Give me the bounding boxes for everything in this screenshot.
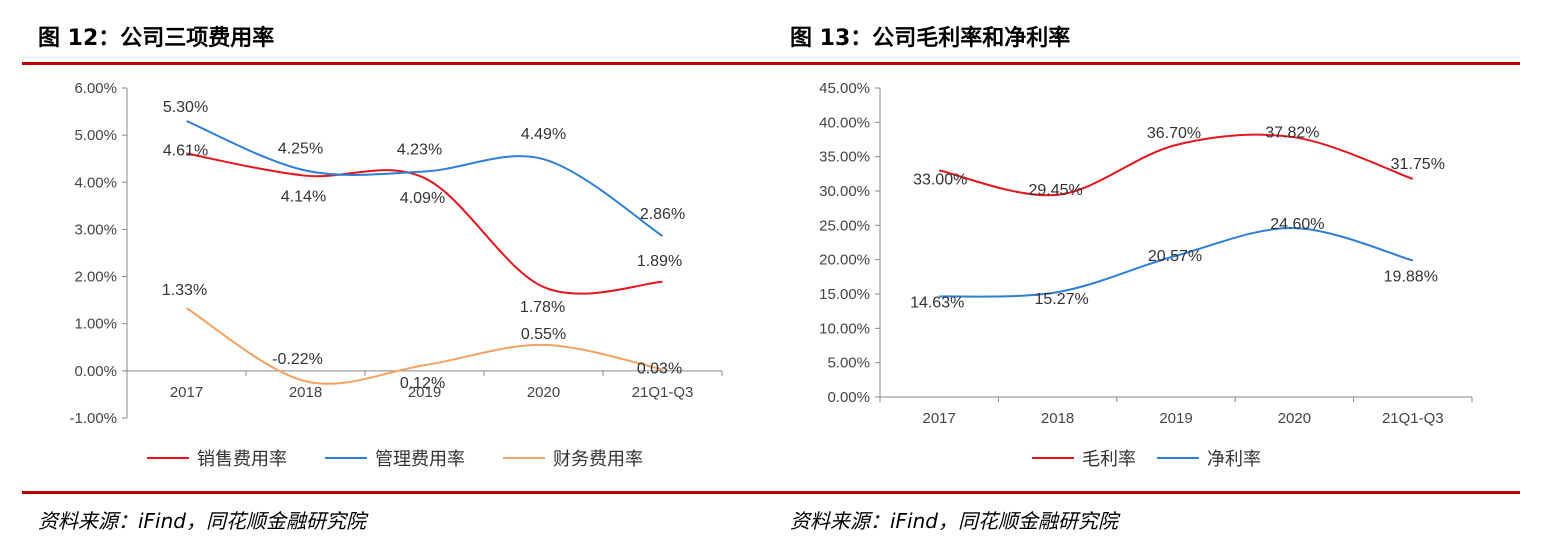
x-tick-label: 2017 (923, 410, 956, 427)
legend-item: 毛利率 (1082, 449, 1136, 470)
data-label: 0.12% (400, 375, 445, 392)
data-label: 4.25% (278, 141, 323, 158)
data-label: 31.75% (1391, 156, 1445, 173)
data-label: 4.61% (163, 143, 208, 160)
legend-item: 销售费用率 (197, 449, 287, 470)
x-tick-label: 21Q1-Q3 (632, 384, 694, 401)
series-line-2 (185, 307, 663, 385)
y-tick-label: 6.00% (74, 80, 117, 97)
data-label: -0.22% (272, 351, 323, 368)
data-label: 29.45% (1028, 182, 1082, 199)
data-label: 1.78% (520, 299, 565, 316)
y-tick-label: 30.00% (819, 183, 870, 200)
legend-item: 管理费用率 (375, 449, 465, 470)
data-label: 37.82% (1265, 124, 1319, 141)
x-tick-label: 2017 (170, 384, 203, 401)
data-label: 2.86% (640, 206, 685, 223)
x-tick-label: 2018 (289, 384, 322, 401)
x-tick-label: 2018 (1041, 410, 1074, 427)
x-tick-label: 2019 (1159, 410, 1192, 427)
x-tick-label: 2020 (1278, 410, 1311, 427)
y-tick-label: 1.00% (74, 316, 117, 333)
series-line-0 (938, 133, 1414, 197)
margin-chart: 0.00% 5.00% 10.00% 15.00% 20.00% 25.00% 30.00%… (819, 80, 1473, 470)
series-line-1 (186, 120, 664, 237)
y-tick-label: 3.00% (74, 221, 117, 238)
data-label: 24.60% (1270, 216, 1324, 233)
data-label: 14.63% (910, 295, 964, 312)
y-tick-label: 10.00% (819, 320, 870, 337)
panel-margins: 图 13：公司毛利率和净利率 0.00% 5.00% 10.00% 15.00% 20.… (760, 0, 1546, 540)
y-tick-label: 25.00% (819, 217, 870, 234)
source-note: 资料来源：iFind，同花顺金融研究院 (790, 509, 1118, 533)
x-tick-label: 21Q1-Q3 (1382, 410, 1444, 427)
data-label: 15.27% (1034, 291, 1088, 308)
y-tick-label: 45.00% (819, 80, 870, 97)
y-tick-label: 5.00% (74, 127, 117, 144)
panel-expense-ratios: 图 12：公司三项费用率 -1.00% 0.00% 1.00% 2.00% 3.00% 4… (0, 0, 760, 540)
data-label: 1.89% (637, 253, 682, 270)
data-label: 19.88% (1384, 268, 1438, 285)
y-tick-label: -1.00% (69, 410, 117, 427)
legend-item: 净利率 (1207, 449, 1261, 470)
source-note: 资料来源：iFind，同花顺金融研究院 (38, 509, 366, 533)
data-label: 1.33% (162, 282, 207, 299)
bottom-rule (22, 491, 760, 494)
data-label: 0.55% (521, 326, 566, 343)
y-tick-label: 5.00% (827, 355, 870, 372)
y-tick-label: 15.00% (819, 286, 870, 303)
data-label: 20.57% (1148, 248, 1202, 265)
y-tick-label: 20.00% (819, 252, 870, 269)
data-label: 4.49% (521, 126, 566, 143)
figure-title: 图 12：公司三项费用率 (38, 26, 275, 51)
y-tick-label: 35.00% (819, 149, 870, 166)
legend-item: 财务费用率 (553, 449, 643, 470)
data-label: 33.00% (913, 171, 967, 188)
y-tick-label: 0.00% (74, 363, 117, 380)
y-tick-label: 4.00% (74, 174, 117, 191)
figure-title: 图 13：公司毛利率和净利率 (790, 26, 1071, 51)
y-tick-label: 2.00% (74, 269, 117, 286)
x-tick-label: 2019 (408, 384, 441, 401)
expense-ratio-chart: -1.00% 0.00% 1.00% 2.00% 3.00% 4.00% 5.00% 6.00… (69, 80, 723, 470)
title-rule (760, 62, 1520, 65)
title-rule (22, 62, 760, 65)
y-tick-label: 40.00% (819, 114, 870, 131)
x-tick-label: 2020 (527, 384, 560, 401)
bottom-rule (760, 491, 1520, 494)
data-label: 0.03% (637, 360, 682, 377)
data-label: 4.09% (400, 190, 445, 207)
data-label: 5.30% (163, 99, 208, 116)
data-label: 4.23% (397, 141, 442, 158)
series-line-0 (186, 152, 663, 295)
y-tick-label: 0.00% (827, 389, 870, 406)
series-line-1 (939, 227, 1414, 298)
data-label: 36.70% (1147, 125, 1201, 142)
data-label: 4.14% (281, 189, 326, 206)
